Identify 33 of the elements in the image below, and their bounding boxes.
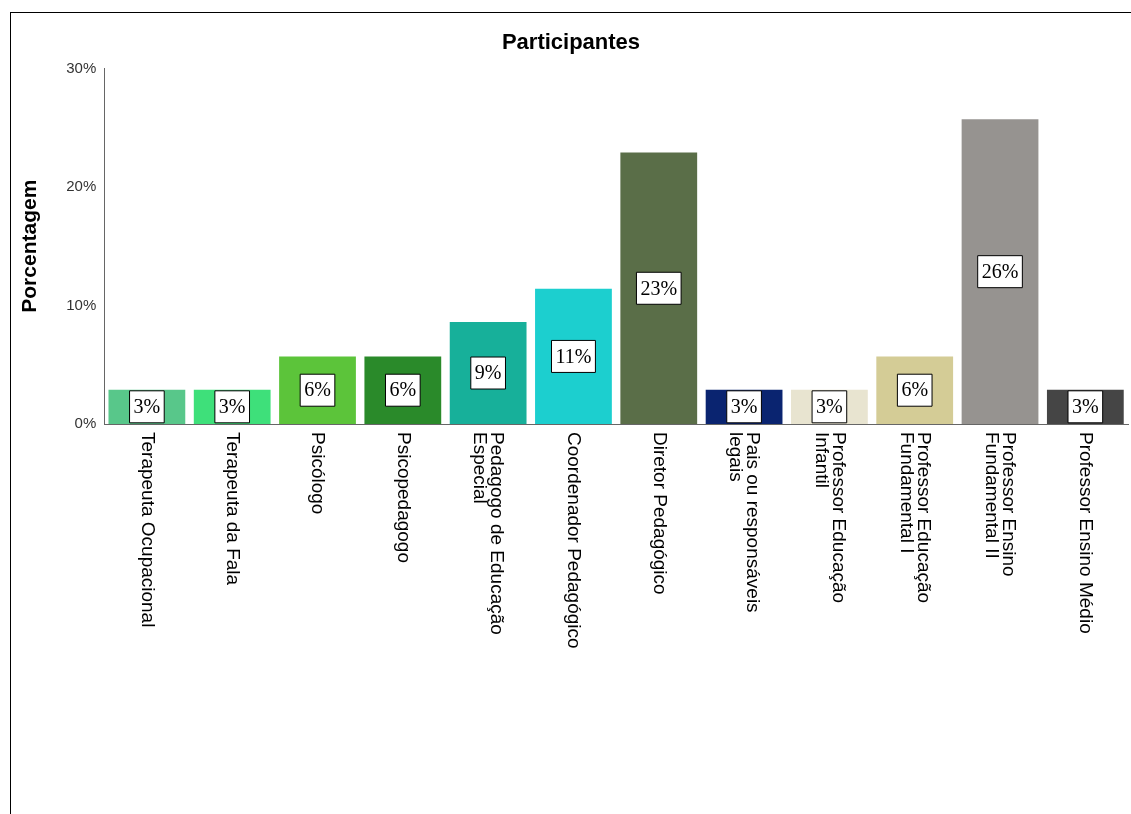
data-label: 9% xyxy=(474,361,502,384)
y-tick-label: 20% xyxy=(66,177,97,195)
x-tick-label: Professor Educação Infantil xyxy=(811,432,850,604)
chart-title: Participantes xyxy=(501,29,641,55)
data-label: 11% xyxy=(555,344,592,367)
x-tick-label: Pedagogo de Educação Especial xyxy=(470,432,509,635)
data-label: 26% xyxy=(981,259,1019,282)
bar xyxy=(620,152,698,424)
data-label: 3% xyxy=(218,395,246,418)
x-tick-label: Professor Ensino Médio xyxy=(1076,432,1098,634)
x-tick-label: Professor Ensino Fundamental II xyxy=(982,432,1021,577)
bar xyxy=(961,119,1039,424)
x-tick-label: Coordenador Pedagógico xyxy=(564,432,586,649)
x-tick-label: Pais ou responsáveis legais xyxy=(726,432,765,613)
data-label: 6% xyxy=(901,378,929,401)
y-tick-label: 30% xyxy=(66,58,97,76)
y-tick-label: 10% xyxy=(66,295,97,313)
x-tick-label: Professor Educação Fundamental I xyxy=(896,432,935,604)
bar xyxy=(535,288,612,424)
data-label: 3% xyxy=(730,395,758,418)
data-label: 6% xyxy=(304,378,331,401)
x-tick-label: Terapeuta da Fala xyxy=(222,432,244,586)
data-label: 3% xyxy=(133,395,161,418)
y-axis-title: Porcentagem xyxy=(17,179,41,313)
data-label: 3% xyxy=(1072,395,1099,418)
y-tick-label: 0% xyxy=(74,414,97,432)
data-label: 6% xyxy=(389,378,417,401)
x-tick-label: Psicopedagogo xyxy=(393,432,415,563)
data-label: 3% xyxy=(816,395,843,418)
x-tick-label: Diretor Pedagógico xyxy=(649,432,671,595)
x-tick-label: Terapeuta Ocupacional xyxy=(137,432,159,628)
x-tick-label: Psicólogo xyxy=(308,432,330,515)
data-label: 23% xyxy=(640,276,678,299)
